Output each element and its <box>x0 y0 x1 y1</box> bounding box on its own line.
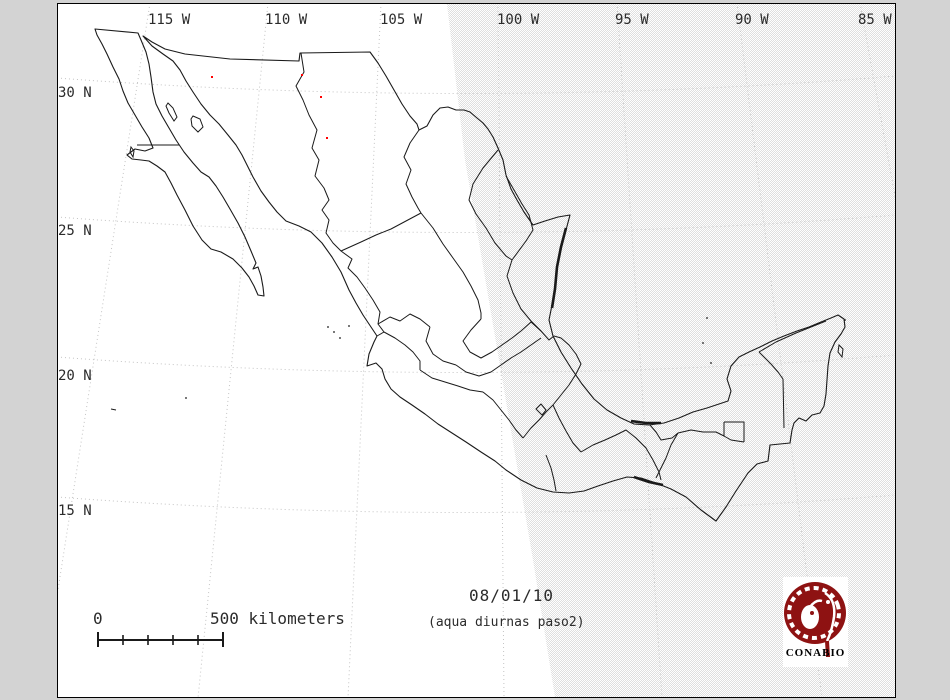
lon-label: 110 W <box>265 12 308 28</box>
fire-dot <box>211 76 213 78</box>
lon-label: 90 W <box>735 12 769 28</box>
fire-dot <box>326 137 328 139</box>
islands <box>110 102 844 411</box>
coastal-lagoons <box>550 227 664 487</box>
scale-distance-label: 500 kilometers <box>210 609 345 628</box>
mexico-map-svg <box>58 4 895 697</box>
lon-label: 95 W <box>615 12 649 28</box>
scale-zero-label: 0 <box>93 609 103 628</box>
map-frame <box>57 3 896 698</box>
lat-label: 30 N <box>58 85 92 101</box>
lon-label: 85 W <box>858 12 892 28</box>
lon-label: 105 W <box>380 12 423 28</box>
conabio-emblem-icon <box>784 582 846 657</box>
lat-label: 20 N <box>58 368 92 384</box>
scale-bar <box>97 632 224 647</box>
lat-label: 25 N <box>58 223 92 239</box>
country-outline <box>94 28 846 522</box>
date-label: 08/01/10 <box>469 586 555 605</box>
subtitle-label: (aqua diurnas paso2) <box>428 615 585 630</box>
conabio-logo: CONABIO <box>783 577 848 667</box>
islet-dots <box>185 317 846 399</box>
state-boundaries <box>137 52 827 492</box>
lat-label: 15 N <box>58 503 92 519</box>
fire-dot <box>320 96 322 98</box>
fire-dot <box>301 74 303 76</box>
graticule <box>58 4 895 697</box>
conabio-caption: CONABIO <box>785 647 846 659</box>
lon-label: 115 W <box>148 12 191 28</box>
lon-label: 100 W <box>497 12 540 28</box>
